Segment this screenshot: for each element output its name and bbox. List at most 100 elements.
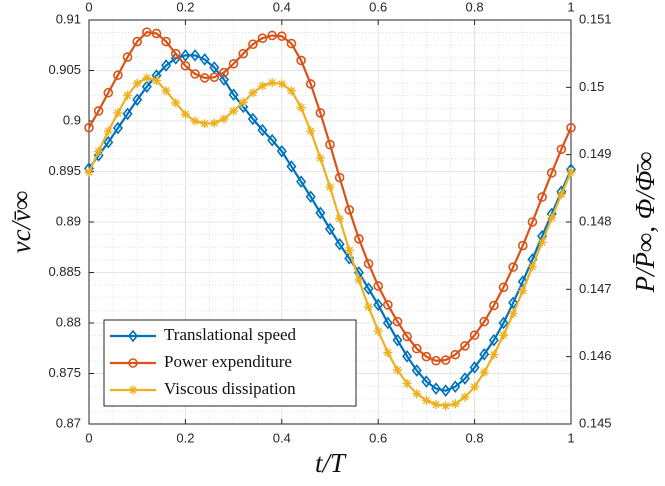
marker — [402, 331, 412, 342]
marker — [441, 401, 451, 411]
marker — [527, 217, 538, 227]
marker — [440, 384, 451, 397]
marker — [363, 258, 374, 269]
marker — [527, 261, 537, 271]
marker — [248, 39, 258, 50]
marker — [238, 97, 248, 107]
marker — [459, 372, 470, 385]
marker — [103, 126, 113, 136]
marker — [392, 333, 403, 347]
marker — [431, 355, 441, 366]
marker — [469, 330, 480, 340]
marker — [209, 72, 220, 83]
marker — [128, 358, 138, 368]
x-axis-label: t/T — [315, 448, 347, 478]
y2-tick-label: 0.148 — [579, 213, 612, 228]
marker — [354, 234, 364, 244]
marker — [498, 316, 509, 330]
marker — [373, 326, 383, 336]
y-tick-label: 0.87 — [56, 415, 81, 430]
y-tick-label: 0.89 — [56, 213, 81, 228]
marker — [306, 126, 316, 136]
marker — [499, 330, 509, 340]
marker — [344, 205, 355, 215]
marker — [286, 38, 297, 49]
marker — [556, 144, 567, 155]
y-axis-label: vc/v̄∞ — [6, 191, 36, 254]
marker — [411, 364, 422, 377]
marker — [325, 182, 335, 192]
marker — [508, 296, 519, 310]
legend-label: Viscous dissipation — [164, 379, 296, 398]
y-tick-label: 0.875 — [48, 365, 81, 380]
y2-tick-label: 0.147 — [579, 281, 612, 296]
marker — [335, 214, 345, 224]
x-tick-label: 1 — [567, 430, 574, 445]
x-top-tick-label: 0.8 — [466, 0, 484, 14]
marker — [315, 108, 326, 118]
marker — [247, 112, 258, 126]
marker — [556, 189, 566, 199]
marker — [238, 48, 249, 59]
marker — [257, 33, 268, 43]
marker — [450, 380, 461, 393]
marker — [180, 49, 191, 62]
marker — [218, 73, 229, 86]
marker — [546, 168, 557, 178]
marker — [277, 79, 287, 89]
marker — [479, 367, 489, 377]
marker — [112, 121, 123, 135]
marker — [93, 106, 104, 116]
legend-label: Translational speed — [164, 325, 297, 344]
marker — [276, 145, 287, 158]
marker — [132, 78, 142, 88]
marker — [190, 69, 200, 79]
marker — [151, 28, 162, 39]
x-top-tick-label: 1 — [567, 0, 574, 14]
marker — [344, 245, 354, 255]
x-top-tick-label: 0.2 — [176, 0, 194, 14]
y2-tick-label: 0.15 — [579, 79, 604, 94]
marker — [161, 86, 171, 96]
marker — [219, 114, 229, 124]
marker — [296, 175, 307, 188]
marker — [315, 153, 325, 163]
marker — [382, 316, 393, 330]
marker — [421, 395, 431, 405]
marker — [489, 350, 499, 360]
marker — [171, 98, 181, 108]
marker — [267, 30, 277, 41]
marker — [383, 348, 393, 358]
marker — [123, 90, 133, 100]
marker — [142, 73, 152, 83]
marker — [498, 282, 509, 293]
marker — [508, 309, 518, 319]
marker — [200, 119, 210, 129]
y-tick-label: 0.91 — [56, 11, 81, 26]
marker — [199, 53, 210, 66]
x-top-tick-label: 0.4 — [273, 0, 291, 14]
x-tick-label: 0.4 — [273, 430, 291, 445]
marker — [373, 281, 384, 291]
marker — [122, 52, 133, 62]
y-tick-label: 0.885 — [48, 264, 81, 279]
marker — [229, 106, 239, 116]
marker — [248, 88, 258, 98]
marker — [151, 76, 161, 86]
marker — [450, 349, 461, 360]
marker — [209, 118, 219, 128]
y2-tick-label: 0.149 — [579, 146, 612, 161]
marker — [127, 329, 139, 343]
marker — [421, 351, 432, 362]
marker — [518, 286, 528, 296]
marker — [508, 262, 518, 272]
marker — [199, 73, 210, 83]
marker — [190, 49, 201, 62]
marker — [103, 87, 114, 98]
series-line — [88, 54, 573, 392]
marker — [421, 375, 432, 388]
marker — [113, 108, 123, 118]
legend-label: Power expenditure — [164, 352, 292, 371]
marker — [479, 348, 490, 361]
